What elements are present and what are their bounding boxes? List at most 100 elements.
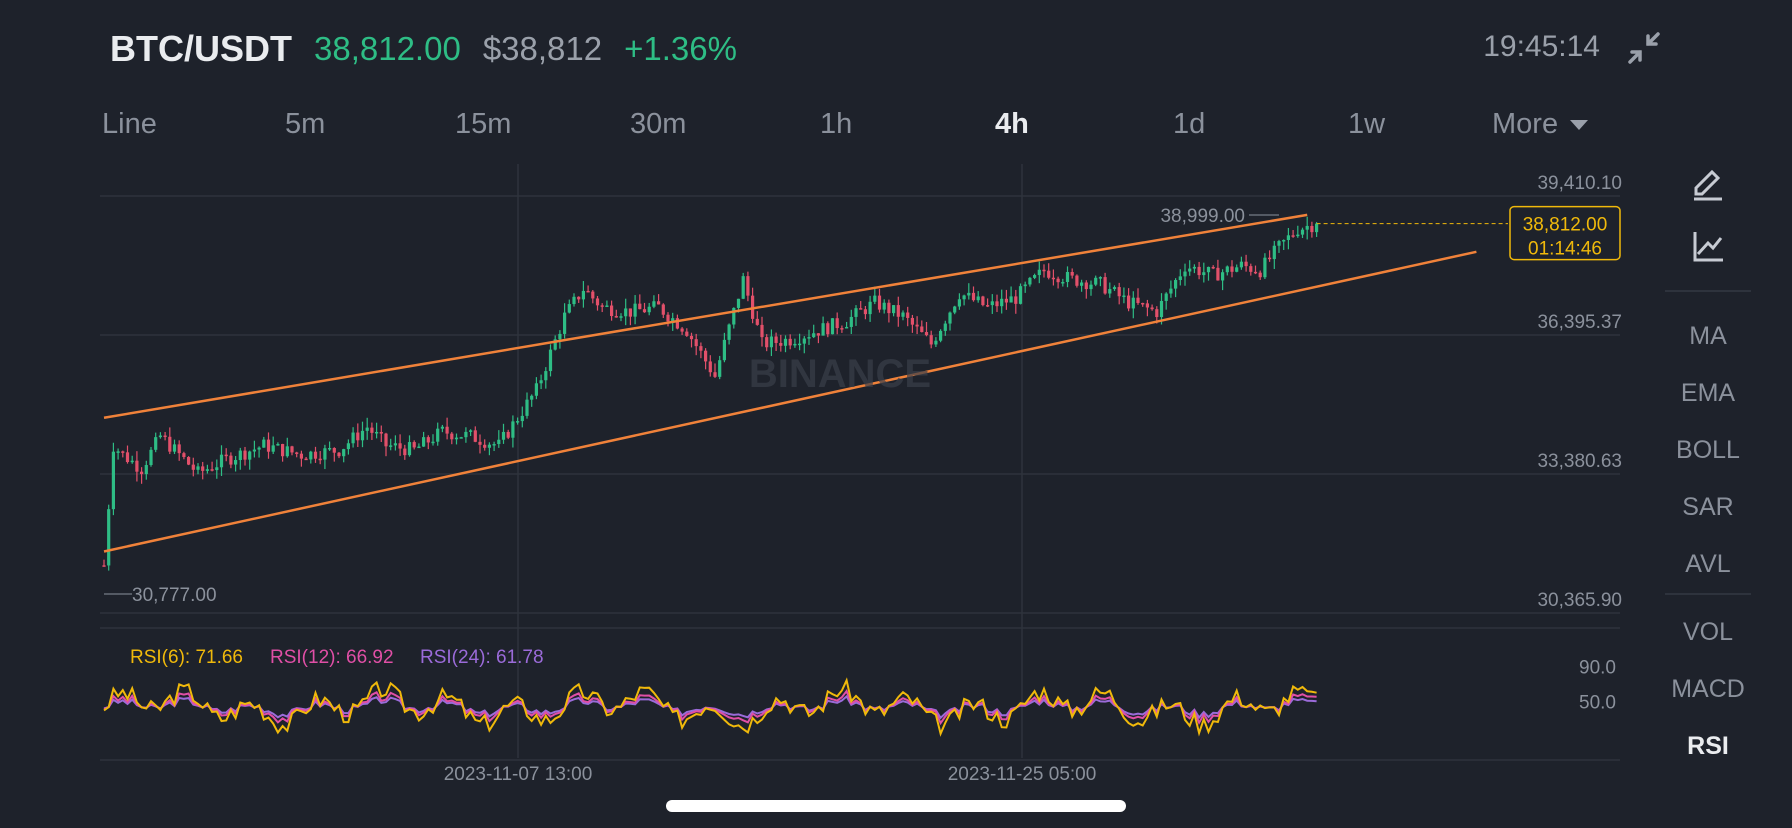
candle-body (1098, 277, 1102, 279)
draw-pen-icon[interactable] (1688, 164, 1728, 204)
tab-line[interactable]: Line (102, 108, 157, 140)
candle-body (436, 428, 440, 442)
candle-body (135, 460, 139, 472)
candle-body (370, 427, 374, 433)
candle-body (732, 307, 736, 325)
candle-body (1188, 268, 1192, 272)
tab-1d[interactable]: 1d (1173, 108, 1206, 140)
candle-body (971, 292, 976, 301)
candle-body (1037, 269, 1041, 276)
trading-pair[interactable]: BTC/USDT (110, 28, 292, 69)
more-dropdown[interactable]: More (1492, 108, 1589, 141)
candle-body (375, 431, 379, 434)
candle-body (798, 343, 802, 346)
candle-body (539, 380, 543, 384)
candle-body (243, 450, 247, 460)
tab-5m[interactable]: 5m (285, 108, 326, 140)
candle-body (530, 395, 534, 400)
candle-body (111, 451, 115, 510)
indicator-macd[interactable]: MACD (1671, 675, 1745, 703)
candle-body (440, 426, 444, 429)
candle-body (422, 437, 426, 447)
candle-body (619, 316, 623, 318)
candle-body (859, 308, 863, 310)
candle-body (210, 469, 214, 471)
candle-body (868, 301, 872, 315)
candle-body (614, 316, 618, 318)
rsi-legend: RSI(12): 66.92 (270, 647, 394, 668)
candle-body (1183, 271, 1187, 277)
indicator-vol[interactable]: VOL (1682, 618, 1734, 646)
candle-body (769, 336, 773, 348)
candle-body (1084, 282, 1088, 290)
tab-1h[interactable]: 1h (820, 108, 853, 140)
candle-body (544, 371, 548, 381)
candle-body (492, 444, 496, 446)
candle-body (1206, 266, 1211, 273)
last-price: 38,812.00 (314, 30, 461, 67)
candle-body (1296, 234, 1300, 237)
indicator-ema[interactable]: EMA (1680, 379, 1736, 407)
indicator-avl[interactable]: AVL (1685, 550, 1731, 578)
rsi-level-label: 90.0 (1579, 658, 1616, 679)
candle-body (487, 444, 491, 448)
candle-body (196, 466, 200, 470)
tab-15m[interactable]: 15m (455, 108, 512, 140)
y-axis-label: 30,365.90 (1537, 590, 1622, 611)
candle-body (624, 308, 628, 317)
indicator-chart-icon[interactable] (1688, 226, 1728, 266)
tab-1w[interactable]: 1w (1348, 108, 1386, 140)
candle-body (826, 323, 830, 335)
candle-body (835, 318, 839, 329)
candle-body (779, 342, 783, 346)
candle-body (967, 292, 971, 296)
indicator-boll[interactable]: BOLL (1676, 436, 1740, 464)
candle-body (995, 301, 999, 307)
candle-body (600, 305, 604, 307)
price-chart[interactable]: 38,812.00 01:14:46 39,410.10 36,395.37 33,3… (0, 150, 1660, 800)
candle-body (713, 372, 717, 377)
candle-body (553, 339, 557, 350)
candle-body (901, 312, 905, 317)
candle-body (685, 331, 689, 336)
candle-body (187, 457, 191, 465)
candle-body (393, 443, 397, 446)
candle-body (520, 415, 524, 422)
candle-body (1178, 276, 1182, 281)
indicator-rsi[interactable]: RSI (1687, 732, 1729, 760)
candle-body (506, 431, 510, 438)
candle-body (610, 305, 614, 317)
candle-body (962, 295, 966, 300)
candle-body (793, 343, 797, 346)
candle-body (403, 448, 407, 456)
candle-body (1141, 302, 1145, 305)
rsi-line-12 (103, 688, 1317, 726)
candle-body (821, 323, 825, 336)
candle-body (426, 437, 430, 443)
indicator-ma[interactable]: MA (1689, 322, 1727, 350)
home-indicator[interactable] (666, 800, 1126, 812)
candle-body (1000, 298, 1004, 307)
candle-body (638, 303, 642, 310)
candle-body (276, 444, 280, 446)
candle-body (892, 305, 896, 314)
collapse-icon[interactable] (1624, 28, 1664, 68)
candle-body (313, 451, 318, 459)
candle-body (125, 452, 130, 463)
candle-body (746, 276, 750, 296)
candle-body (1192, 266, 1196, 269)
candle-body (1169, 288, 1173, 294)
candle-body (591, 291, 595, 299)
candle-body (1103, 277, 1107, 294)
candle-body (205, 469, 209, 471)
tab-30m[interactable]: 30m (630, 108, 687, 140)
candle-body (1065, 272, 1070, 282)
tab-4h[interactable]: 4h (995, 108, 1029, 140)
candle-body (849, 316, 853, 327)
indicator-sar[interactable]: SAR (1682, 493, 1734, 521)
candle-body (558, 333, 562, 340)
candle-body (1047, 270, 1051, 278)
candle-body (816, 333, 820, 336)
candle-body (1014, 296, 1018, 304)
candle-body (957, 299, 961, 307)
